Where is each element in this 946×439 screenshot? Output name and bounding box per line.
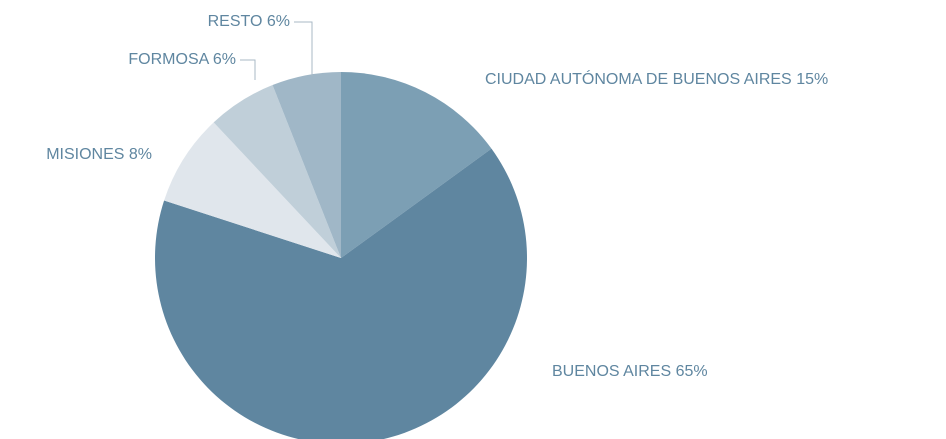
pie-slice <box>341 72 492 258</box>
pie-slice <box>213 85 341 258</box>
pie-slice <box>164 122 341 258</box>
value-label: 65% <box>676 363 708 380</box>
value-label: 15% <box>796 71 828 88</box>
leader-line <box>294 21 313 76</box>
value-label: 6% <box>267 13 290 30</box>
category-label: CIUDAD AUTÓNOMA DE BUENOS AIRES <box>485 69 792 88</box>
pie-slice <box>272 72 341 258</box>
category-label: BUENOS AIRES <box>552 363 671 380</box>
slice-label: FORMOSA 6% <box>128 51 236 68</box>
slice-label: CIUDAD AUTÓNOMA DE BUENOS AIRES 15% <box>485 69 828 88</box>
category-label: RESTO <box>208 13 263 30</box>
leader-line <box>240 59 256 80</box>
category-label: FORMOSA <box>128 51 209 68</box>
pie-slice <box>155 148 527 439</box>
category-label: MISIONES <box>46 146 124 163</box>
slice-label: MISIONES 8% <box>46 146 152 163</box>
slice-label: BUENOS AIRES 65% <box>552 363 708 380</box>
value-label: 8% <box>129 146 152 163</box>
slice-label: RESTO 6% <box>208 13 290 30</box>
value-label: 6% <box>213 51 236 68</box>
